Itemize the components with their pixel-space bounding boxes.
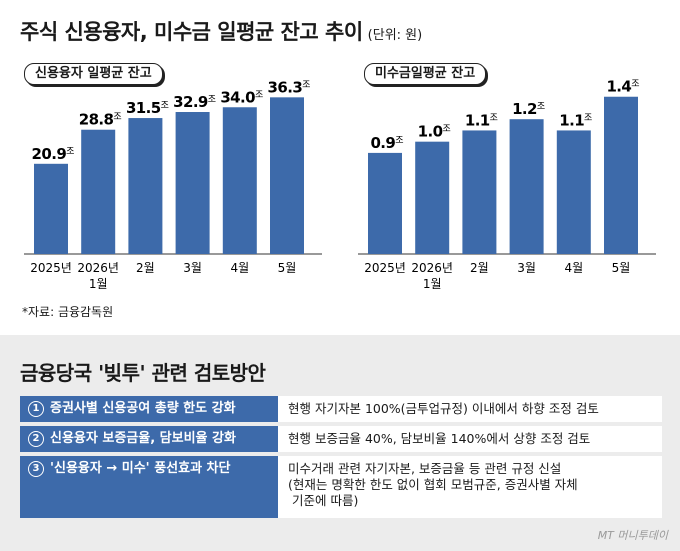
- measure-label: 3 '신용융자 → 미수' 풍선효과 차단: [20, 456, 278, 518]
- x-tick-label: 1월: [89, 277, 108, 291]
- data-label: 0.9조: [370, 134, 403, 152]
- measure-desc-line: (현재는 명확한 한도 없이 협회 모범규준, 증권사별 자체: [288, 477, 578, 492]
- measure-number: 2: [28, 431, 44, 447]
- credit-loan-chart: 20.9조 2025년 28.8조 2026년 1월 31.5조 2월 32.9조 3월 34.0…: [24, 78, 322, 291]
- data-label: 1.2조: [512, 100, 545, 118]
- measure-desc-line: 기준에 따름): [292, 493, 359, 508]
- measure-label: 1 증권사별 신용공여 총량 한도 강화: [20, 396, 278, 422]
- measure-label-text: '신용융자 → 미수' 풍선효과 차단: [50, 461, 231, 476]
- unit-label: (단위: 원): [367, 28, 423, 43]
- x-tick-label: 5월: [278, 261, 297, 275]
- measure-number: 3: [28, 461, 44, 477]
- measure-number: 1: [28, 401, 44, 417]
- data-label: 1.4조: [606, 78, 639, 96]
- measure-label: 2 신용융자 보증금율, 담보비율 강화: [20, 426, 278, 452]
- unpaid-balance-chart: 0.9조 2025년 1.0조 2026년 1월 1.1조 2월 1.2조 3월 1.1조 4월 1.…: [358, 78, 656, 291]
- data-label: 36.3조: [268, 78, 311, 96]
- chart-panel: 주식 신용융자, 미수금 일평균 잔고 추이 (단위: 원) 20.9조 2025년…: [20, 16, 656, 319]
- x-tick-label: 2월: [470, 261, 489, 275]
- data-label: 34.0조: [220, 88, 263, 106]
- bar: [34, 163, 68, 254]
- measure-description: 미수거래 관련 자기자본, 보증금율 등 관련 규정 신설 (현재는 명확한 한…: [278, 456, 662, 518]
- measure-row: 3 '신용융자 → 미수' 풍선효과 차단 미수거래 관련 자기자본, 보증금율…: [20, 456, 662, 518]
- measure-description: 현행 보증금율 40%, 담보비율 140%에서 상향 조정 검토: [278, 426, 662, 452]
- x-tick-label: 2026년: [77, 261, 119, 275]
- section-title: 금융당국 '빚투' 관련 검토방안: [20, 361, 266, 385]
- title-text: 주식 신용융자, 미수금 일평균 잔고 추이: [20, 20, 363, 44]
- data-label: 1.1조: [465, 111, 498, 129]
- x-tick-label: 3월: [183, 261, 202, 275]
- x-tick-label: 2월: [136, 261, 155, 275]
- bar: [509, 119, 544, 254]
- x-tick-label: 1월: [423, 277, 442, 291]
- data-label: 32.9조: [173, 93, 216, 111]
- measure-label-text: 신용융자 보증금율, 담보비율 강화: [50, 431, 236, 446]
- bar: [415, 141, 450, 254]
- x-tick-label: 2025년: [364, 261, 406, 275]
- x-tick-label: 2025년: [30, 261, 72, 275]
- bar: [175, 112, 210, 254]
- x-tick-label: 4월: [564, 261, 583, 275]
- page-title: 주식 신용융자, 미수금 일평균 잔고 추이 (단위: 원): [20, 16, 422, 46]
- measure-desc-line: 현행 자기자본 100%(금투업규정) 이내에서 하향 조정 검토: [288, 401, 599, 416]
- bar: [270, 97, 304, 254]
- measure-desc-line: 미수거래 관련 자기자본, 보증금율 등 관련 규정 신설: [288, 461, 562, 476]
- x-tick-label: 5월: [612, 261, 631, 275]
- bar: [81, 129, 116, 254]
- source-note: *자료: 금융감독원: [22, 305, 114, 319]
- measure-row: 2 신용융자 보증금율, 담보비율 강화 현행 보증금율 40%, 담보비율 1…: [20, 426, 662, 452]
- bar: [222, 107, 257, 254]
- bar: [368, 152, 402, 254]
- measure-desc-line: 현행 보증금율 40%, 담보비율 140%에서 상향 조정 검토: [288, 431, 591, 446]
- chart-title-unpaid: 미수금일평균 잔고: [364, 63, 487, 85]
- x-tick-label: 3월: [517, 261, 536, 275]
- measure-label-text: 증권사별 신용공여 총량 한도 강화: [50, 401, 236, 416]
- x-tick-label: 2026년: [411, 261, 453, 275]
- measure-description: 현행 자기자본 100%(금투업규정) 이내에서 하향 조정 검토: [278, 396, 662, 422]
- measure-row: 1 증권사별 신용공여 총량 한도 강화 현행 자기자본 100%(금투업규정)…: [20, 396, 662, 422]
- chart-title-credit-loan: 신용융자 일평균 잔고: [24, 63, 163, 85]
- data-label: 28.8조: [79, 111, 122, 129]
- data-label: 1.1조: [559, 111, 592, 129]
- measures-table: 1 증권사별 신용공여 총량 한도 강화 현행 자기자본 100%(금투업규정)…: [20, 396, 662, 522]
- bar: [604, 96, 638, 254]
- bar: [556, 130, 591, 254]
- bar: [462, 130, 497, 254]
- data-label: 31.5조: [126, 99, 169, 117]
- data-label: 1.0조: [418, 123, 451, 141]
- data-label: 20.9조: [32, 145, 75, 163]
- publisher-watermark: MT 머니투데이: [597, 529, 668, 542]
- bar: [128, 118, 163, 254]
- x-tick-label: 4월: [230, 261, 249, 275]
